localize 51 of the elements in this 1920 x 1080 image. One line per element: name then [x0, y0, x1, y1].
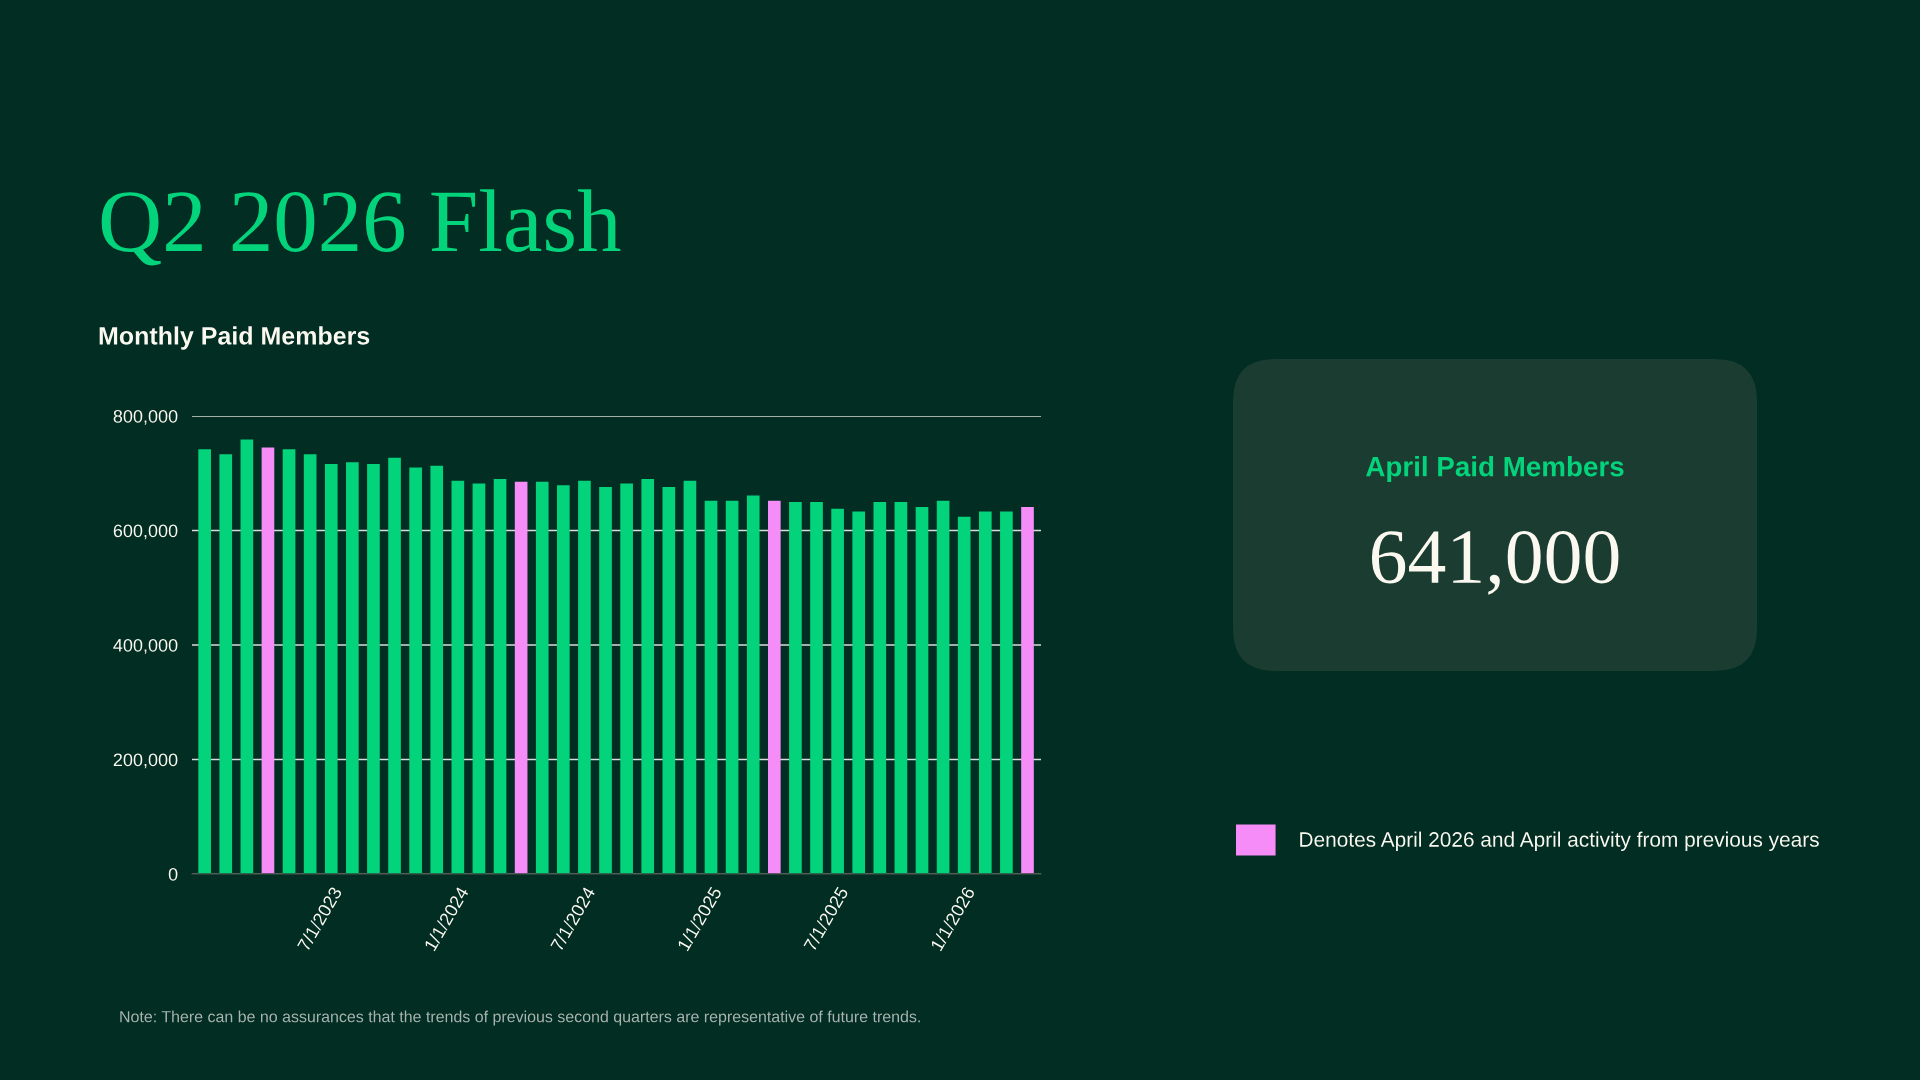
bar [557, 485, 570, 874]
y-tick-label: 0 [168, 867, 178, 881]
y-tick-label: 600,000 [113, 524, 178, 540]
bar [936, 500, 950, 874]
bar [599, 486, 612, 874]
bar [578, 480, 591, 874]
bar [683, 480, 697, 874]
bar [831, 508, 844, 874]
bar [915, 507, 929, 874]
bar [725, 500, 739, 874]
bar [303, 454, 317, 874]
text: April Paid Members [1366, 456, 1624, 482]
bar [409, 467, 422, 874]
legend-label: Denotes April 2026 and April activity from previous years [1300, 831, 1819, 851]
y-tick-label: 800,000 [113, 409, 178, 425]
bar [367, 464, 380, 874]
bar [198, 449, 211, 874]
bar [620, 483, 633, 874]
bar [810, 501, 823, 874]
bar [430, 465, 444, 874]
chart-title: Q2 2026 Flash [101, 189, 621, 266]
bar [346, 462, 359, 874]
bar [746, 495, 760, 874]
bar [451, 480, 465, 874]
bar [240, 439, 254, 874]
text: 641,000 [1371, 530, 1619, 595]
bar [789, 501, 802, 874]
y-tick-label: 200,000 [113, 753, 178, 769]
bar [261, 447, 275, 874]
bar [472, 483, 486, 874]
bar [1021, 507, 1034, 874]
bar [535, 481, 549, 874]
bar [1000, 511, 1013, 874]
chart-subtitle: Monthly Paid Members [99, 326, 370, 350]
bar [767, 500, 781, 874]
bar [852, 511, 866, 874]
bar [978, 511, 992, 874]
bar [282, 449, 296, 874]
bar [641, 478, 655, 874]
text: Note: There can be no assurances that the trends of previous second quarters are representative of future trends. [120, 1010, 920, 1026]
bar [219, 454, 233, 874]
bar [662, 486, 676, 874]
bar [873, 501, 887, 874]
bar [514, 481, 528, 874]
bar [704, 500, 718, 874]
y-tick-label: 400,000 [113, 638, 178, 654]
bar [493, 478, 507, 874]
bar [324, 464, 338, 874]
bar [388, 457, 401, 874]
bar [894, 501, 908, 874]
bar [957, 516, 971, 874]
